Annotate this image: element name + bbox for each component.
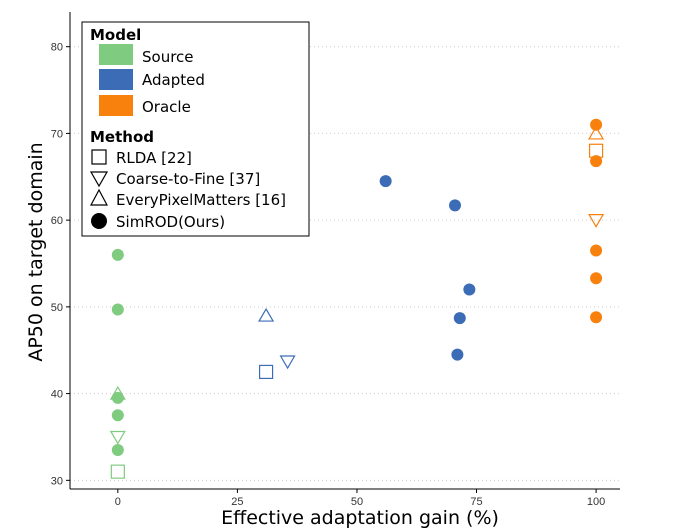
point-oracle-coarse-to-fine (588, 214, 605, 228)
point-source-coarse-to-fine (109, 430, 126, 445)
point-oracle-simrod (590, 311, 603, 324)
tick-labels: 30 40 50 60 70 80 0 25 50 75 100 (51, 42, 606, 508)
legend-method-title: Method (90, 128, 154, 146)
point-oracle-simrod (590, 118, 603, 131)
legend-swatch-source (99, 44, 133, 65)
point-adapted-simrod (451, 348, 464, 361)
x-tick-label: 50 (351, 496, 363, 508)
x-tick-label: 75 (470, 496, 482, 508)
point-source-rlda (110, 464, 125, 479)
axes (66, 12, 620, 493)
point-adapted-simrod (453, 312, 466, 325)
point-adapted-simrod (463, 283, 476, 296)
legend-label-source: Source (142, 48, 194, 66)
point-adapted-everypixelmatters (258, 307, 275, 322)
point-source-simrod (111, 409, 124, 422)
legend-label-oracle: Oracle (142, 98, 191, 116)
legend-label-everypixelmatters: EveryPixelMatters [16] (116, 191, 286, 209)
legend-circle-icon (91, 213, 107, 229)
legend-model-title: Model (90, 26, 141, 44)
point-source-simrod (111, 443, 124, 456)
y-axis-title: AP50 on target domain (25, 142, 47, 361)
point-source-simrod (111, 391, 124, 404)
legend-swatch-adapted (99, 69, 133, 90)
point-oracle-everypixelmatters (588, 125, 605, 140)
legend-label-coarse-to-fine: Coarse-to-Fine [37] (116, 170, 260, 188)
legend-triangle-down-icon (89, 171, 109, 188)
point-adapted-simrod (449, 199, 461, 212)
y-tick-label: 50 (51, 302, 63, 314)
point-adapted-simrod (379, 175, 392, 188)
legend-label-rlda: RLDA [22] (116, 149, 192, 167)
x-tick-label: 100 (587, 496, 605, 508)
y-tick-label: 80 (51, 42, 63, 54)
legend-triangle-up-icon (90, 188, 108, 206)
point-adapted-rlda (258, 364, 274, 380)
x-tick-label: 25 (231, 496, 243, 508)
data-points (109, 118, 605, 479)
y-tick-label: 30 (51, 475, 63, 487)
point-oracle-simrod (590, 155, 603, 168)
legend-label-adapted: Adapted (142, 71, 205, 89)
legend-square-icon (91, 149, 107, 165)
y-tick-label: 40 (51, 389, 63, 401)
point-source-simrod (111, 303, 124, 316)
x-tick-label: 0 (115, 496, 121, 508)
legend-swatch-oracle (99, 95, 133, 116)
point-source-simrod (111, 248, 124, 261)
point-oracle-simrod (590, 244, 603, 257)
point-oracle-simrod (590, 272, 603, 285)
point-adapted-coarse-to-fine (279, 355, 296, 370)
y-tick-label: 60 (51, 215, 63, 227)
legend: Model Source Adapted Oracle Method RLDA … (81, 21, 310, 237)
x-axis-title: Effective adaptation gain (%) (221, 507, 499, 529)
y-tick-label: 70 (51, 128, 63, 140)
legend-label-simrod: SimROD(Ours) (116, 213, 225, 231)
